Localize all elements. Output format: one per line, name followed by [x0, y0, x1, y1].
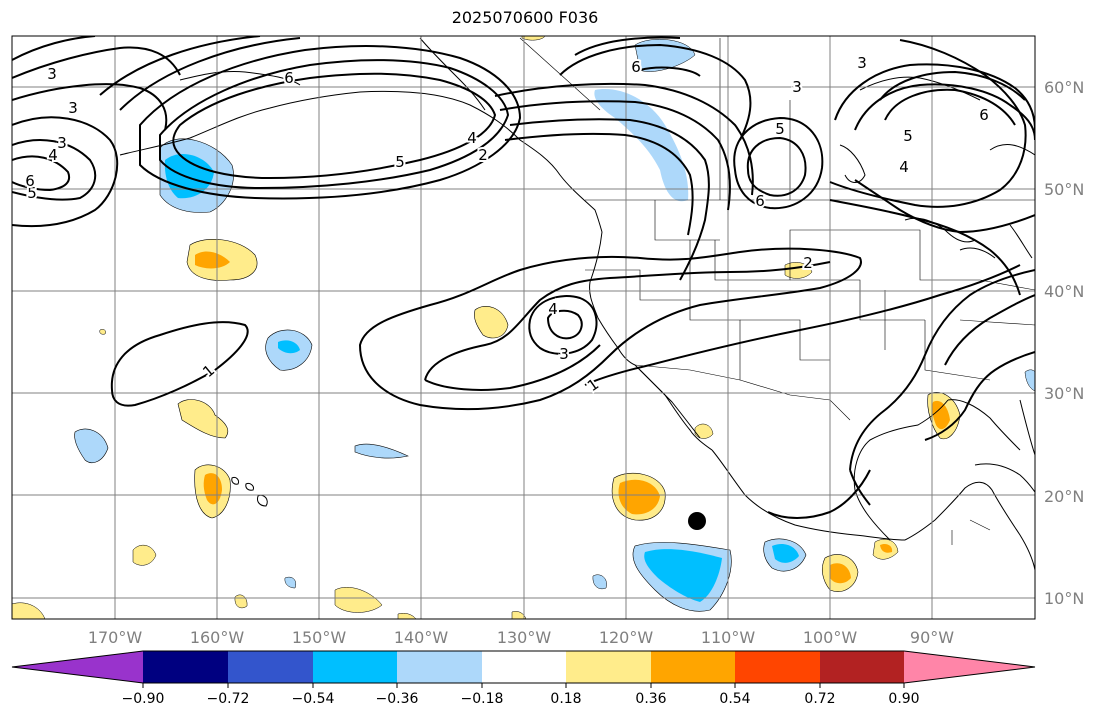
colorbar-bin: [482, 651, 566, 683]
lat-label-10: 10°N: [1044, 589, 1084, 608]
colorbar-bin: [735, 651, 820, 683]
contour-label: 3: [857, 54, 867, 72]
lon-label-110w: 110°W: [701, 628, 756, 647]
contour-label: 3: [68, 99, 78, 117]
contour-label: 6: [755, 192, 765, 210]
contour-label: 5: [775, 120, 785, 138]
colorbar-label: −0.72: [207, 691, 250, 707]
contour-label: 3: [47, 65, 57, 83]
storm-center-marker: [688, 512, 706, 530]
contour-label: 5: [27, 184, 37, 202]
colorbar: −0.90 −0.72 −0.54 −0.36 −0.18 0.18 0.36 …: [11, 650, 1036, 707]
contour-label: 4: [899, 158, 909, 176]
gridlines: [12, 36, 1035, 619]
lon-label-170w: 170°W: [88, 628, 143, 647]
contour-label: 4: [548, 300, 558, 318]
colorbar-label: −0.36: [376, 691, 419, 707]
contour-label: 3: [559, 345, 569, 363]
map-title: 2025070600 F036: [451, 8, 599, 27]
lon-label-150w: 150°W: [292, 628, 347, 647]
lon-labels: 170°W 160°W 150°W 140°W 130°W 120°W 110°…: [88, 628, 954, 647]
lat-labels: 10°N 20°N 30°N 40°N 50°N 60°N: [1044, 78, 1084, 608]
contour-label: 6: [979, 106, 989, 124]
map-frame: [11, 35, 1036, 620]
colorbar-label: −0.90: [122, 691, 165, 707]
lon-label-90w: 90°W: [910, 628, 954, 647]
colorbar-label: 0.18: [550, 691, 581, 707]
contour-label: 6: [631, 58, 641, 76]
colorbar-bin: [143, 651, 228, 683]
contour-label: 3: [792, 78, 802, 96]
contour-label: 6: [25, 172, 35, 190]
lon-label-130w: 130°W: [497, 628, 552, 647]
lon-label-100w: 100°W: [803, 628, 858, 647]
lat-label-50: 50°N: [1044, 180, 1084, 199]
contour-label: 2: [803, 254, 813, 272]
lat-label-20: 20°N: [1044, 487, 1084, 506]
contour-label: 5: [903, 127, 913, 145]
colorbar-label: 0.54: [719, 691, 750, 707]
contour-label: 3: [57, 134, 67, 152]
colorbar-bin: [820, 651, 904, 683]
colorbar-bin: [313, 651, 397, 683]
lat-label-30: 30°N: [1044, 384, 1084, 403]
colorbar-bin: [566, 651, 651, 683]
colorbar-extend-high: [904, 651, 1035, 683]
colorbar-label: 0.72: [804, 691, 835, 707]
contour-label: 5: [395, 153, 405, 171]
colorbar-bin: [228, 651, 313, 683]
lon-label-120w: 120°W: [599, 628, 654, 647]
contour-label: 6: [284, 69, 294, 87]
contour-lines: [12, 36, 1035, 519]
lat-label-40: 40°N: [1044, 282, 1084, 301]
lat-label-60: 60°N: [1044, 78, 1084, 97]
lon-label-160w: 160°W: [190, 628, 245, 647]
colorbar-ticks: [142, 683, 905, 688]
colorbar-bin: [397, 651, 482, 683]
colorbar-label: 0.90: [888, 691, 919, 707]
lon-label-140w: 140°W: [394, 628, 449, 647]
contour-label: 4: [467, 129, 477, 147]
colorbar-label: 0.36: [635, 691, 666, 707]
colorbar-label: −0.18: [461, 691, 504, 707]
colorbar-label: −0.54: [292, 691, 335, 707]
colorbar-bin: [651, 651, 735, 683]
contour-label: 2: [478, 146, 488, 164]
contour-labels: 1 1 2 2 3 3 3 3 3 3 4 4 4 4 5 5 5 5 6 6 …: [23, 52, 991, 397]
coastlines: [119, 37, 1035, 571]
political-borders: [519, 37, 1035, 545]
contour-label: 4: [48, 146, 58, 164]
anomaly-shading: [12, 36, 1035, 619]
colorbar-extend-low: [12, 651, 143, 683]
